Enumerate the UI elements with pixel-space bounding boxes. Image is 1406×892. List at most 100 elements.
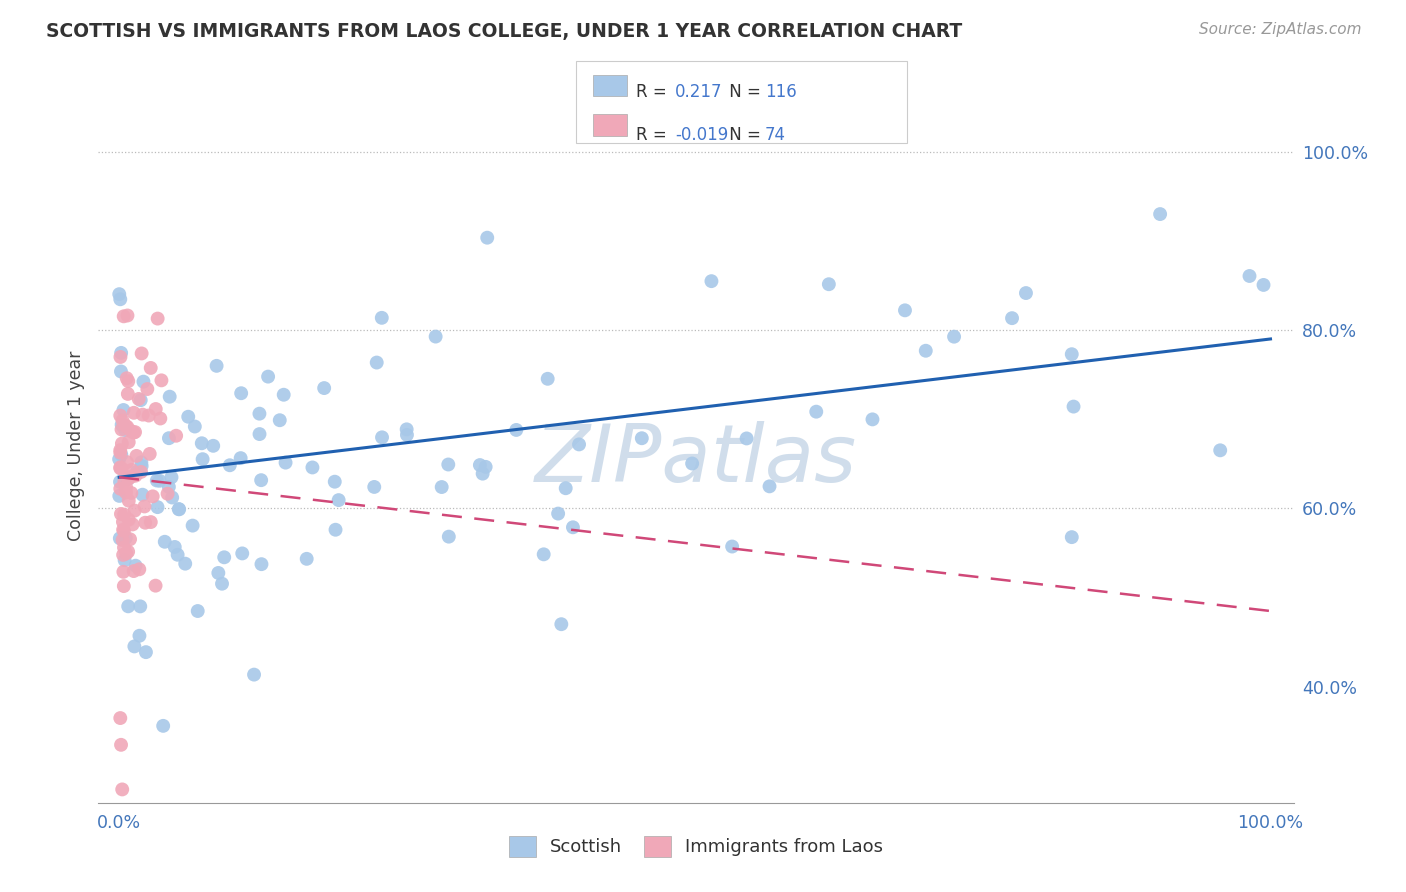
- Point: [120, 486, 142, 500]
- Point: [250, 557, 273, 571]
- Point: [108, 452, 131, 467]
- Point: [721, 540, 744, 554]
- Point: [117, 374, 139, 388]
- Point: [115, 485, 138, 500]
- Point: [1253, 277, 1275, 292]
- Point: [111, 515, 134, 529]
- Point: [325, 523, 347, 537]
- Point: [249, 407, 271, 421]
- Point: [112, 579, 135, 593]
- Point: [269, 413, 291, 427]
- Point: [505, 423, 527, 437]
- Point: [118, 493, 141, 508]
- Point: [108, 489, 131, 503]
- Text: 116: 116: [765, 83, 797, 101]
- Point: [231, 546, 253, 560]
- Point: [165, 428, 187, 442]
- Point: [110, 738, 132, 752]
- Point: [117, 544, 139, 558]
- Point: [112, 523, 135, 537]
- Point: [167, 502, 190, 516]
- Point: [110, 482, 132, 496]
- Point: [818, 277, 841, 292]
- Point: [363, 480, 385, 494]
- Point: [191, 452, 214, 467]
- Text: SCOTTISH VS IMMIGRANTS FROM LAOS COLLEGE, UNDER 1 YEAR CORRELATION CHART: SCOTTISH VS IMMIGRANTS FROM LAOS COLLEGE…: [46, 22, 963, 41]
- Point: [211, 576, 233, 591]
- Point: [124, 503, 146, 517]
- Point: [114, 418, 136, 433]
- Point: [1001, 311, 1024, 326]
- Point: [108, 287, 131, 301]
- Point: [112, 541, 135, 555]
- Point: [139, 515, 162, 529]
- Point: [231, 386, 253, 401]
- Text: 74: 74: [765, 126, 786, 144]
- Point: [114, 531, 136, 545]
- Point: [110, 346, 132, 360]
- Point: [111, 782, 134, 797]
- Point: [110, 364, 132, 378]
- Point: [146, 500, 169, 515]
- Point: [117, 472, 139, 486]
- Point: [115, 455, 138, 469]
- Point: [121, 463, 143, 477]
- Point: [111, 417, 134, 432]
- Point: [112, 310, 135, 324]
- Point: [131, 346, 153, 360]
- Point: [430, 480, 453, 494]
- Point: [862, 412, 884, 426]
- Point: [187, 604, 209, 618]
- Point: [274, 456, 297, 470]
- Point: [129, 599, 152, 614]
- Point: [371, 430, 394, 444]
- Point: [550, 617, 572, 632]
- Point: [533, 547, 555, 561]
- Point: [134, 516, 156, 530]
- Point: [328, 493, 350, 508]
- Point: [132, 375, 155, 389]
- Text: Source: ZipAtlas.com: Source: ZipAtlas.com: [1198, 22, 1361, 37]
- Point: [152, 719, 174, 733]
- Point: [111, 436, 134, 450]
- Point: [134, 500, 156, 514]
- Point: [108, 475, 131, 489]
- Point: [128, 562, 150, 576]
- Point: [117, 599, 139, 614]
- Point: [112, 508, 135, 522]
- Point: [735, 432, 758, 446]
- Text: -0.019: -0.019: [675, 126, 728, 144]
- Point: [110, 443, 132, 458]
- Point: [142, 489, 165, 503]
- Point: [471, 467, 494, 481]
- Text: N =: N =: [724, 126, 766, 144]
- Point: [138, 447, 160, 461]
- Point: [157, 480, 180, 494]
- Point: [125, 449, 148, 463]
- Point: [160, 491, 183, 505]
- Point: [124, 425, 146, 439]
- Point: [681, 457, 703, 471]
- Point: [115, 371, 138, 385]
- Point: [191, 436, 214, 450]
- Point: [150, 373, 173, 387]
- Point: [122, 425, 145, 440]
- Point: [218, 458, 240, 473]
- Point: [153, 534, 176, 549]
- Point: [124, 558, 146, 573]
- Point: [136, 382, 159, 396]
- Point: [110, 461, 132, 475]
- Point: [114, 423, 136, 437]
- Point: [554, 481, 576, 495]
- Point: [114, 553, 136, 567]
- Point: [135, 645, 157, 659]
- Point: [118, 435, 141, 450]
- Point: [229, 451, 252, 466]
- Point: [894, 303, 917, 318]
- Point: [468, 458, 491, 472]
- Point: [371, 310, 394, 325]
- Point: [110, 711, 132, 725]
- Point: [159, 390, 181, 404]
- Point: [132, 408, 155, 422]
- Point: [110, 422, 132, 436]
